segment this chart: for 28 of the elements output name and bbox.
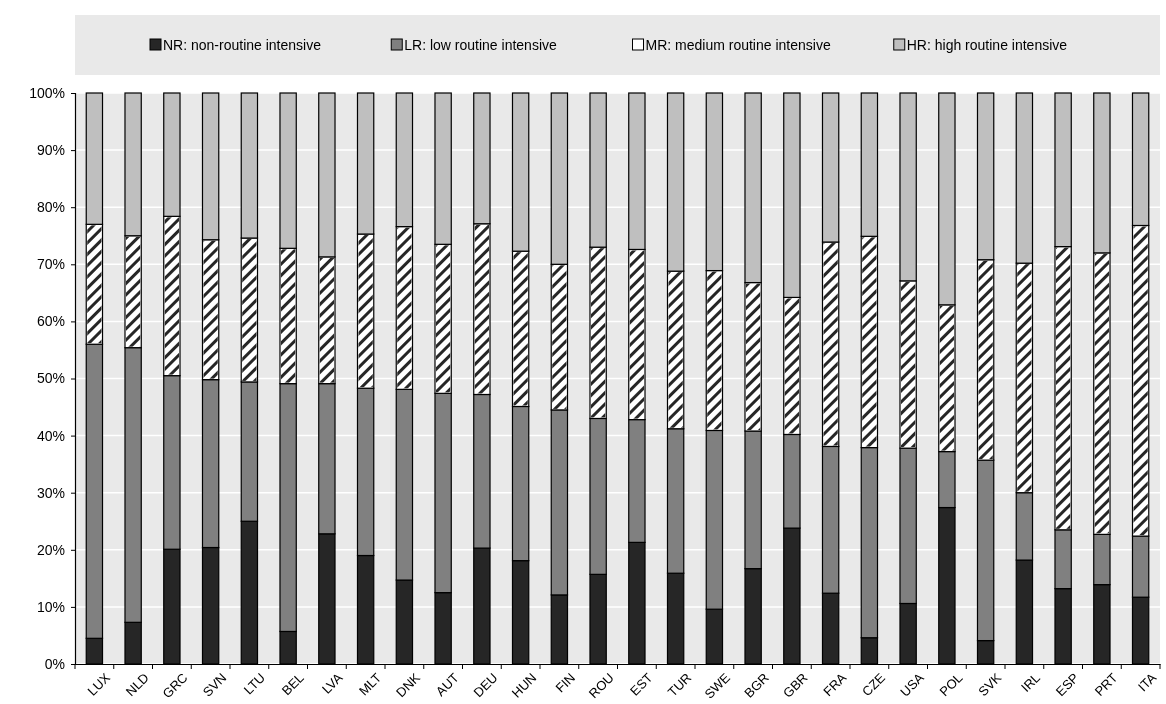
x-tick-label: NLD	[122, 670, 152, 700]
x-tick-label: ESP	[1052, 670, 1082, 700]
y-tick-label: 70%	[36, 256, 65, 273]
y-tick-label: 60%	[36, 313, 65, 330]
x-tick-label: FIN	[552, 670, 579, 696]
x-tick-label: CZE	[859, 669, 889, 700]
legend-label: LR: low routine intensive	[404, 36, 557, 53]
y-tick-label: 10%	[36, 598, 65, 615]
y-tick-label: 50%	[36, 370, 65, 387]
x-tick-label: ITA	[1135, 669, 1160, 695]
x-tick-label: USA	[897, 669, 928, 700]
x-tick-label: POL	[936, 670, 966, 700]
legend-label: MR: medium routine intensive	[645, 36, 831, 53]
y-tick-label: 20%	[36, 541, 65, 558]
legend-label: NR: non-routine intensive	[163, 36, 322, 53]
y-tick-label: 40%	[36, 427, 65, 444]
y-tick-label: 100%	[29, 84, 65, 101]
y-tick-label: 0%	[44, 655, 65, 672]
x-tick-label: IRL	[1018, 670, 1044, 695]
x-tick-label: FRA	[820, 669, 850, 700]
x-tick-label: TUR	[664, 670, 695, 700]
y-tick-label: 80%	[36, 199, 65, 216]
y-tick-label: 90%	[36, 142, 65, 159]
x-tick-label: BEL	[278, 670, 307, 699]
y-tick-label: 30%	[36, 484, 65, 501]
x-tick-label: LVA	[318, 669, 346, 697]
x-tick-label: LTU	[240, 670, 269, 698]
legend-label: HR: high routine intensive	[906, 36, 1068, 53]
